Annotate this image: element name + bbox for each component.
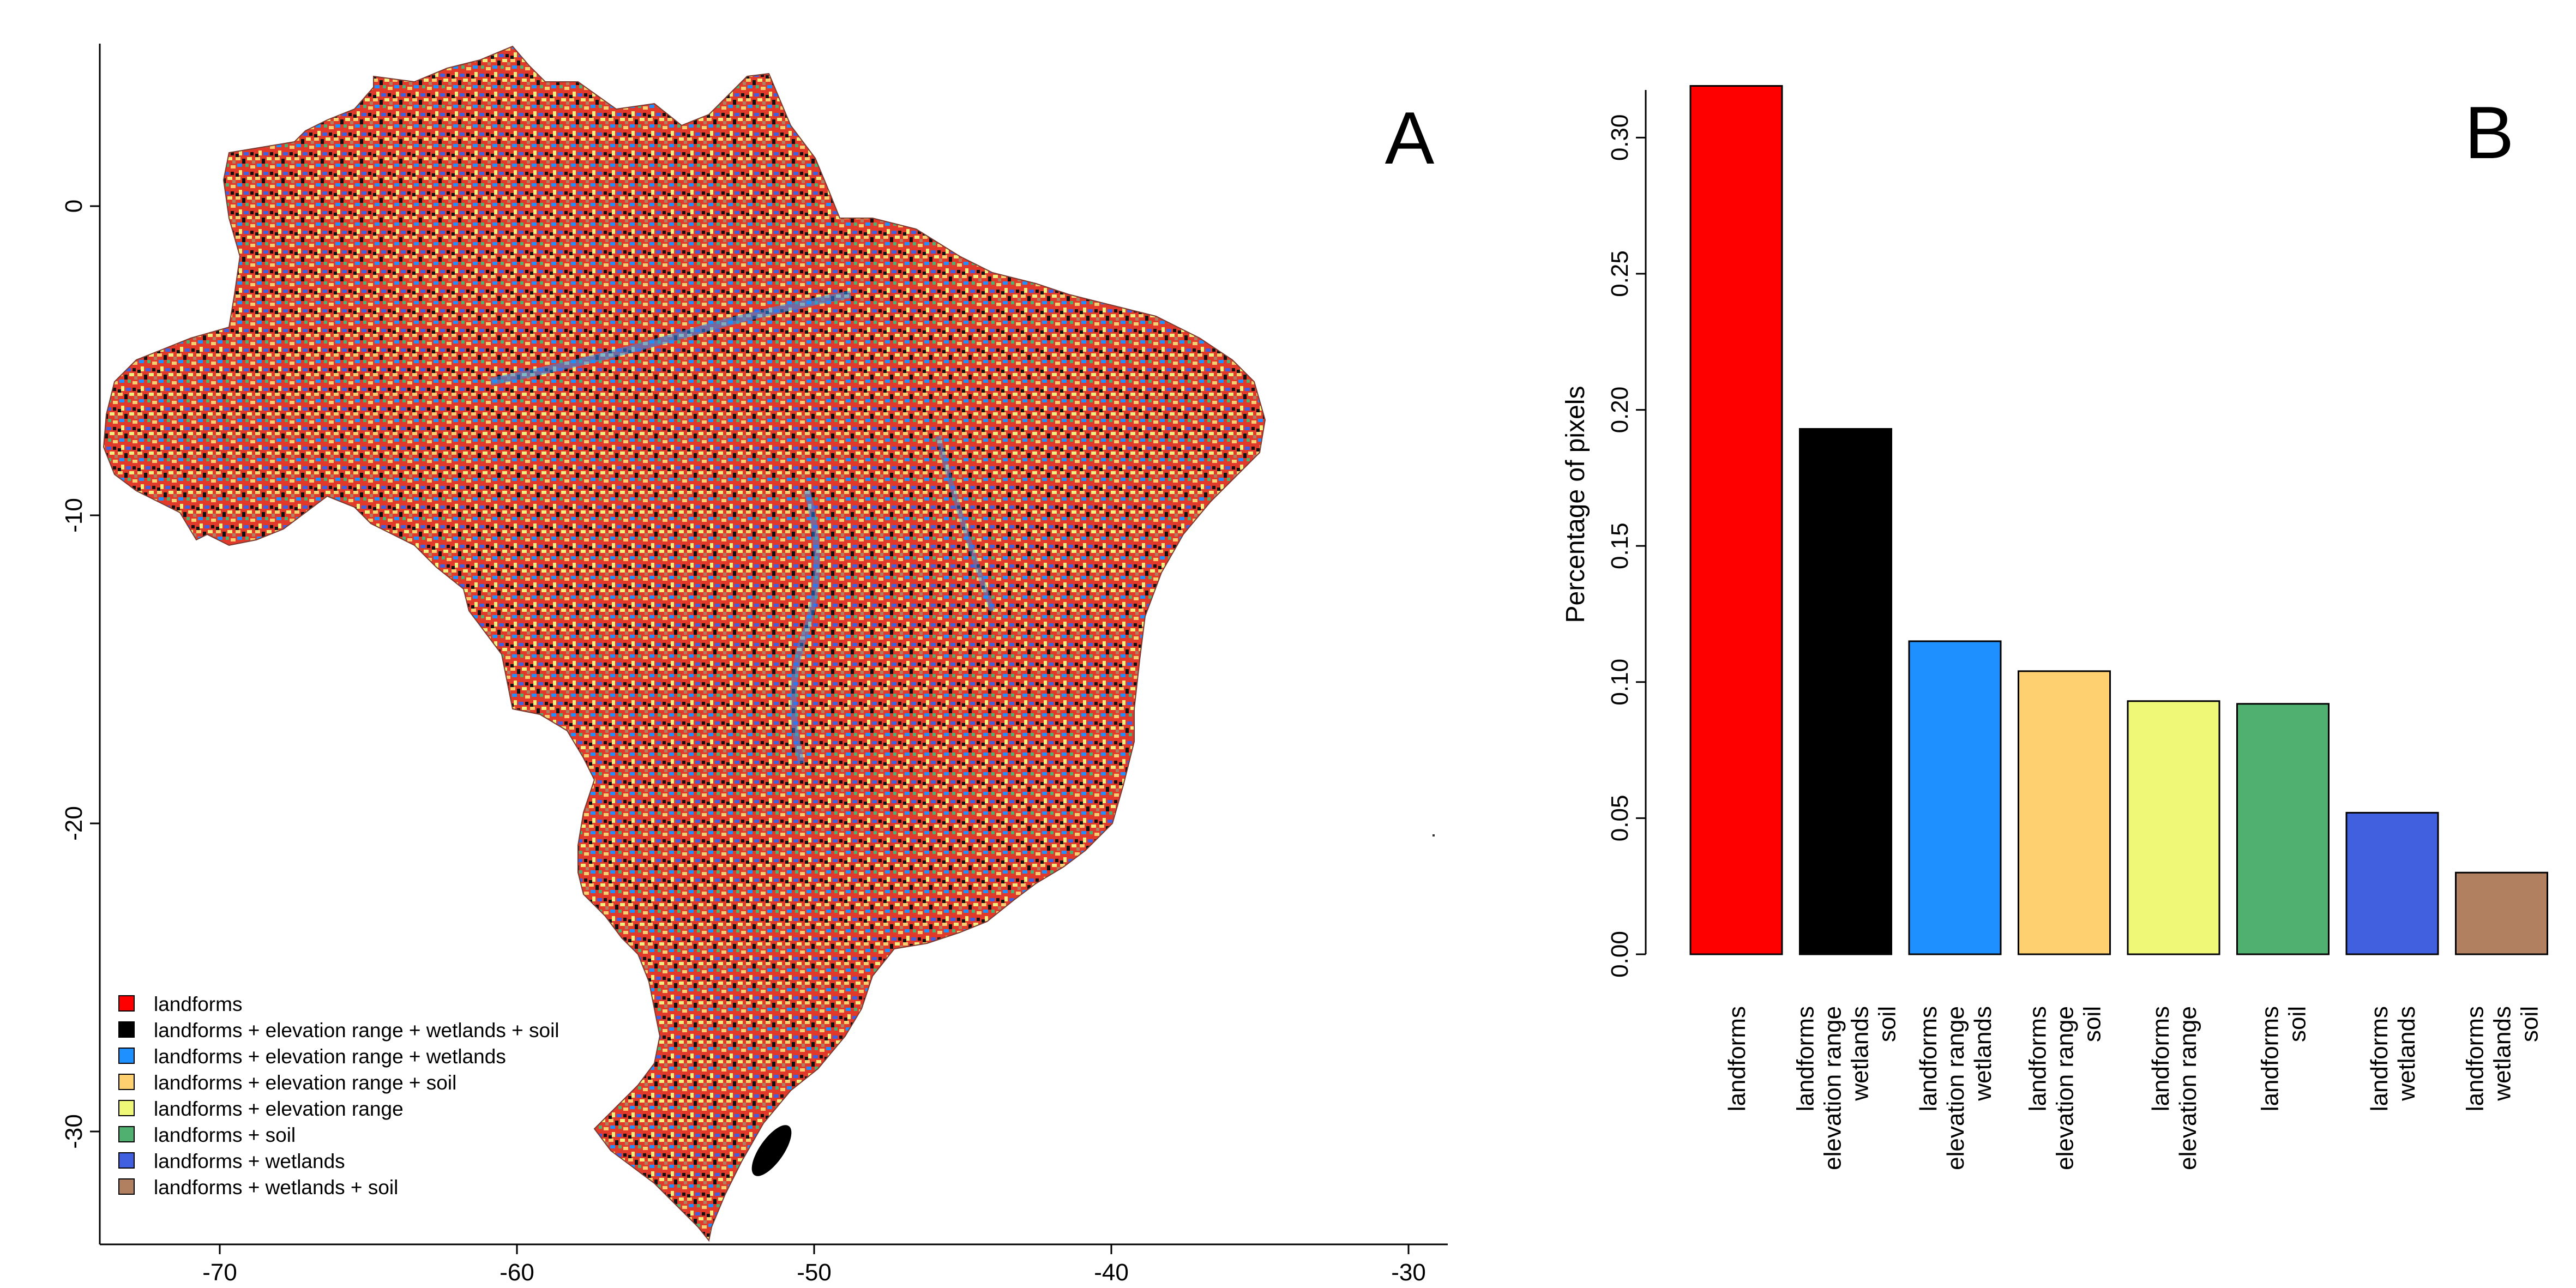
legend-swatch	[118, 1100, 135, 1116]
bar	[2018, 670, 2111, 955]
bar-category-label: landforms	[2366, 1006, 2393, 1111]
bar-category-label: landforms	[2462, 1006, 2489, 1111]
map-blue-streak	[935, 435, 995, 612]
bar	[1908, 640, 2002, 955]
bar-category-label: landforms	[2147, 1006, 2174, 1111]
bars	[1689, 85, 2548, 955]
map-panel: -70 -60 -50 -40 -30 0-10-20-30 A landformsla…	[61, 44, 1448, 1286]
legend-swatch	[118, 1126, 135, 1142]
map-x-tick-label: -30	[1391, 1259, 1426, 1286]
legend-label: landforms + elevation range + soil	[154, 1072, 456, 1094]
bar-category-label: landforms	[2257, 1006, 2284, 1111]
map-y-tick-label: -10	[61, 498, 87, 533]
bar	[2236, 703, 2330, 955]
legend-swatch	[118, 995, 135, 1012]
panel-label-a: A	[1385, 97, 1435, 179]
map-blue-streak	[790, 490, 820, 765]
map-dark-lagoon	[751, 1125, 792, 1176]
map-y-tick-label: 0	[61, 200, 87, 213]
map-stray-pixel	[1433, 834, 1435, 836]
bar-y-tick-label: 0.05	[1606, 795, 1633, 842]
bar-y-axis-label: Percentage of pixels	[1561, 386, 1590, 623]
bar-y-tick-label: 0.20	[1606, 387, 1633, 434]
bar-category-label: wetlands	[2489, 1006, 2516, 1102]
map-x-ticks: -70 -60 -50 -40 -30	[202, 1244, 1426, 1286]
bar-category-label: wetlands	[1847, 1006, 1874, 1102]
bar-y-tick-label: 0.00	[1606, 931, 1633, 978]
bar-category-label: soil	[1874, 1006, 1901, 1042]
bar-category-label: landforms	[1724, 1006, 1750, 1111]
bar-y-tick-label: 0.10	[1606, 659, 1633, 706]
bar-category-label: landforms	[1915, 1006, 1942, 1111]
map-y-tick-label: -20	[61, 806, 87, 841]
bar-category-label: soil	[2079, 1006, 2106, 1042]
bar	[1799, 428, 1892, 955]
bar-panel: 0.00 0.05 0.10 0.15 0.20 0.25 0.30 Percentage …	[1561, 85, 2548, 1170]
bar-category-label: landforms	[2025, 1006, 2051, 1111]
legend-swatch	[118, 1152, 135, 1169]
bar	[1689, 85, 1783, 955]
map-x-tick-label: -60	[499, 1259, 534, 1286]
map-blue-streak	[490, 291, 852, 386]
bar-category-label: soil	[2284, 1006, 2311, 1042]
bar-category-label: wetlands	[2393, 1006, 2420, 1102]
legend-swatch	[118, 1021, 135, 1038]
bar-y-tick-label: 0.30	[1606, 115, 1633, 161]
legend-label: landforms	[154, 993, 242, 1015]
legend-label: landforms + elevation range + wetlands +…	[154, 1019, 559, 1042]
legend-label: landforms + soil	[154, 1124, 296, 1146]
bar-y-ticks: 0.00 0.05 0.10 0.15 0.20 0.25 0.30	[1606, 115, 1646, 978]
bar-category-label: elevation range	[1820, 1006, 1846, 1170]
bar-category-label: wetlands	[1970, 1006, 1996, 1102]
bar-category-label: landforms	[1792, 1006, 1819, 1111]
legend-label: landforms + elevation range	[154, 1098, 404, 1120]
map-y-ticks: 0 -10 -20 -30	[61, 200, 100, 1149]
bar-category-label: elevation range	[1942, 1006, 1969, 1170]
map-legend: landforms landforms + elevation range + w…	[118, 993, 559, 1199]
map-x-tick-label: -70	[202, 1259, 237, 1286]
panel-label-b: B	[2465, 91, 2514, 174]
map-x-tick-label: -40	[1094, 1259, 1129, 1286]
legend-label: landforms + wetlands + soil	[154, 1176, 398, 1199]
bar	[2345, 811, 2439, 955]
legend-swatch	[118, 1178, 135, 1195]
bar-category-label: elevation range	[2052, 1006, 2079, 1170]
bar	[2455, 871, 2548, 955]
bar-category-label: soil	[2517, 1006, 2543, 1042]
bar-y-tick-label: 0.25	[1606, 250, 1633, 297]
bar	[2127, 700, 2220, 955]
legend-label: landforms + wetlands	[154, 1150, 345, 1172]
brazil-map	[103, 45, 1266, 1242]
bar-category-labels: landforms landforms elevation range wetland…	[1724, 1006, 2543, 1170]
legend-swatch	[118, 1048, 135, 1064]
bar-category-label: elevation range	[2175, 1006, 2201, 1170]
map-x-tick-label: -50	[797, 1259, 832, 1286]
legend-swatch	[118, 1074, 135, 1090]
bar-y-tick-label: 0.15	[1606, 522, 1633, 569]
legend-label: landforms + elevation range + wetlands	[154, 1045, 506, 1068]
map-y-tick-label: -30	[61, 1114, 87, 1149]
